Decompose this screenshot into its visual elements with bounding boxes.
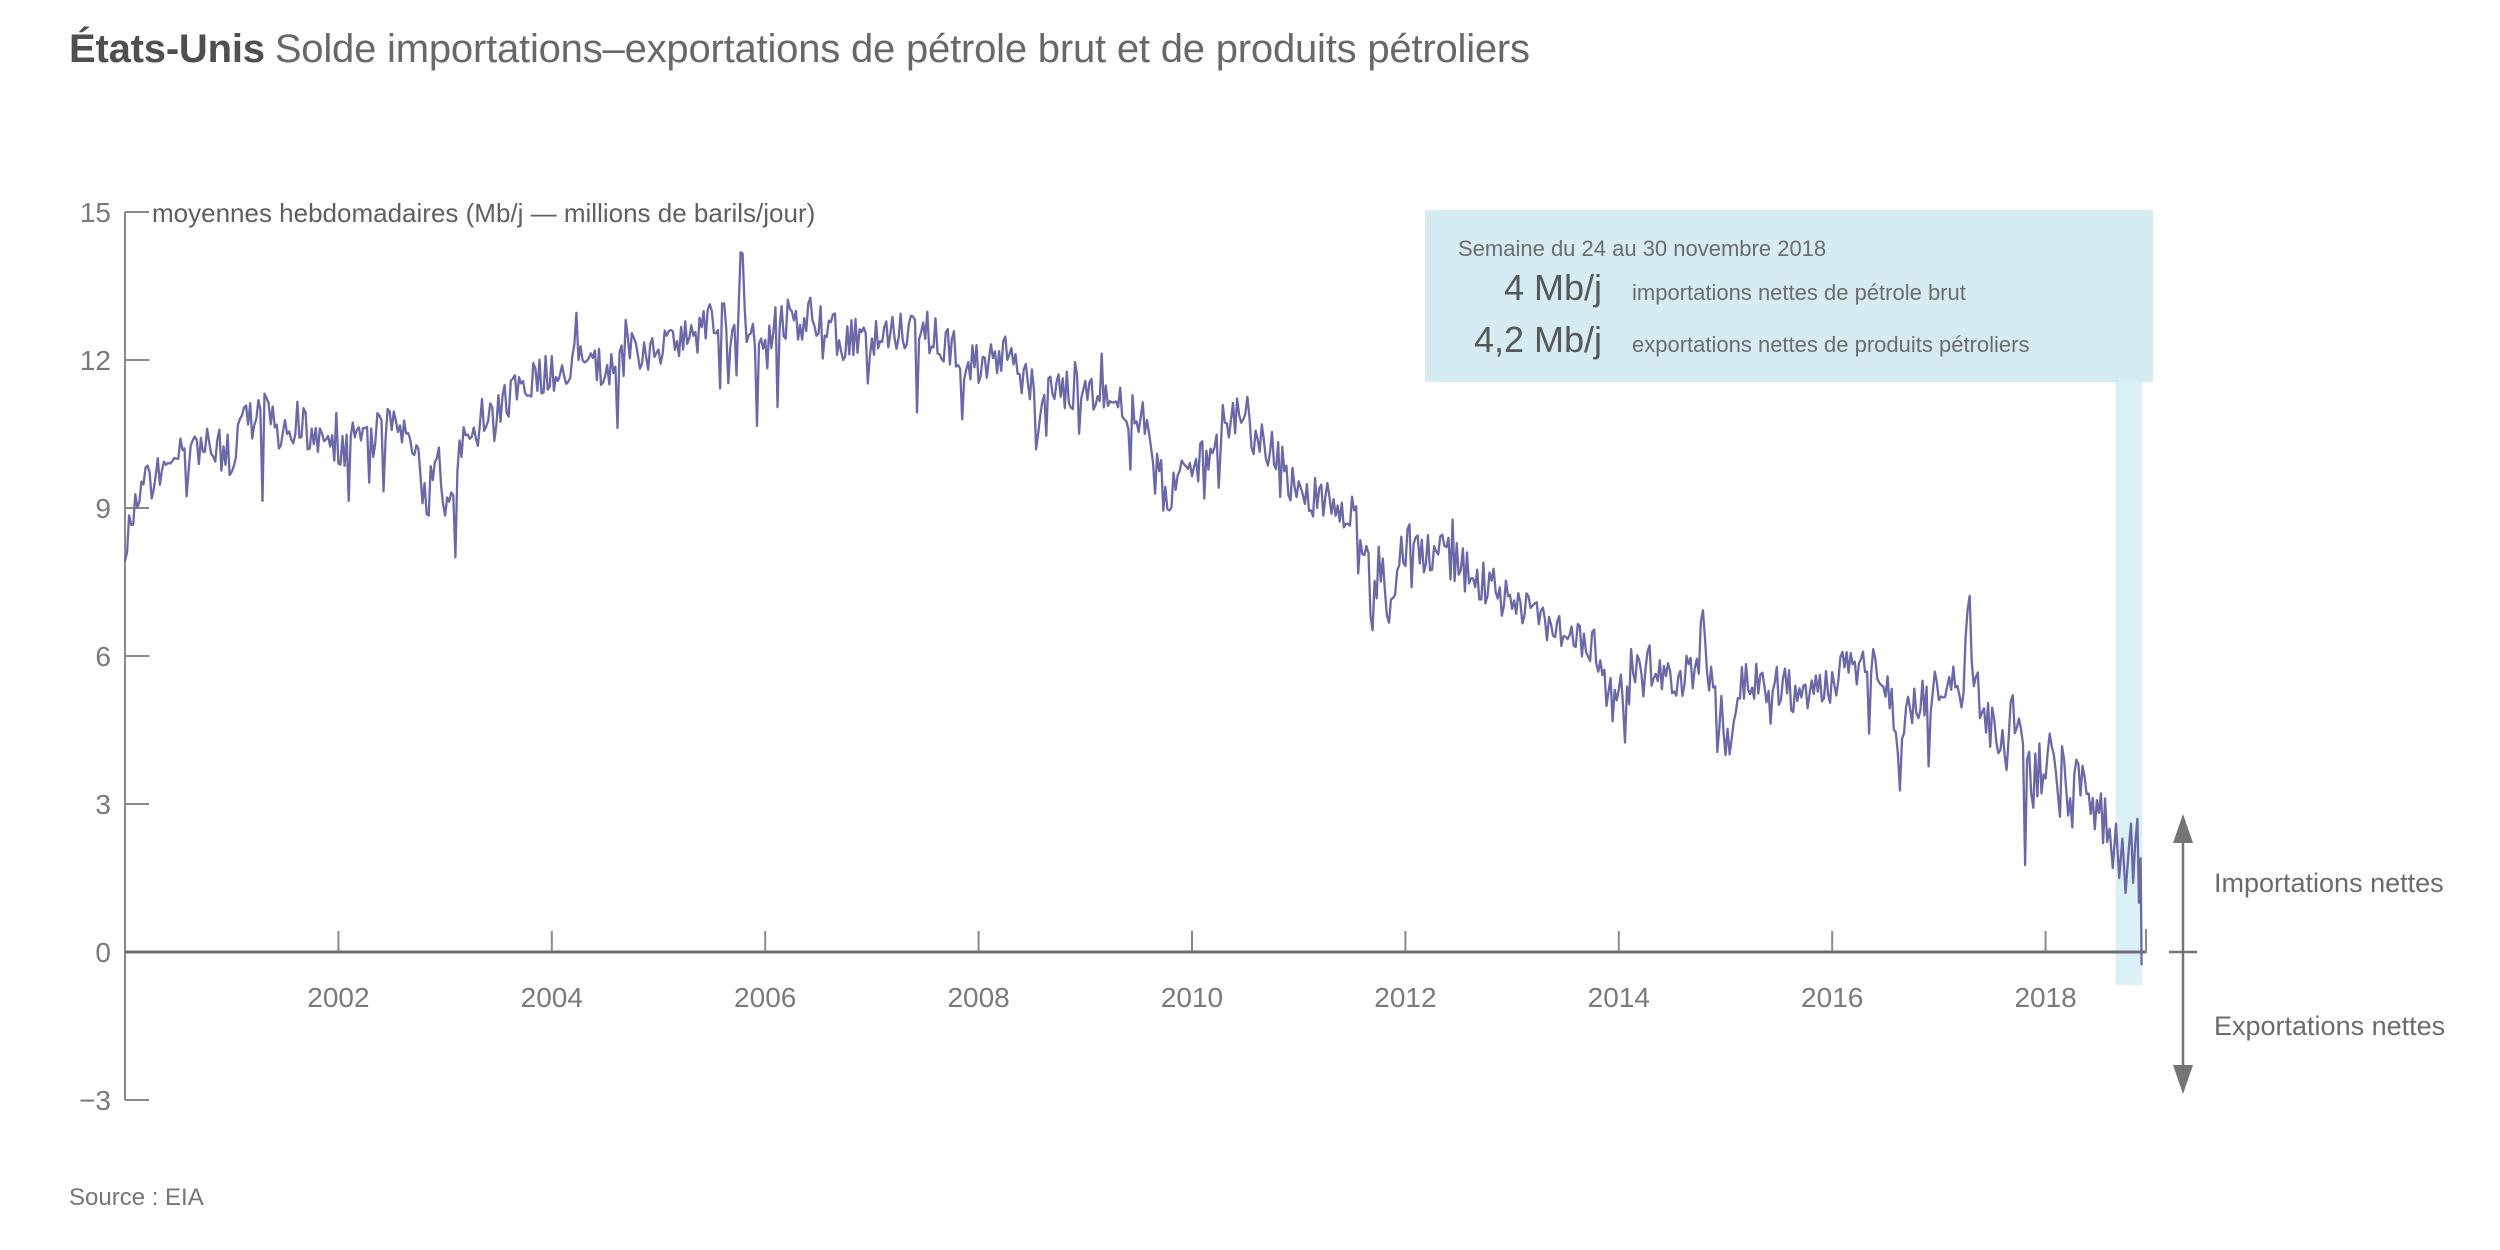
title-country: États-Unis: [69, 27, 265, 71]
y-tick-label: 3: [95, 789, 111, 820]
exports-direction-label: Exportations nettes: [2214, 1011, 2446, 1041]
y-tick-label: 9: [95, 493, 111, 524]
crude-net-imports-label: importations nettes de pétrole brut: [1632, 280, 1966, 305]
y-tick-label: 12: [80, 345, 111, 376]
x-tick-label: 2006: [734, 982, 796, 1013]
arrow-down-icon: [2173, 1065, 2193, 1094]
x-tick-label: 2002: [307, 982, 369, 1013]
axis-unit-note: moyennes hebdomadaires (Mb/j — millions …: [152, 198, 816, 228]
products-net-exports-label: exportations nettes de produits pétrolie…: [1632, 332, 2030, 357]
axes: [124, 211, 149, 1101]
data-line: [123, 251, 2143, 966]
x-tick-label: 2012: [1374, 982, 1436, 1013]
x-tick-label: 2010: [1161, 982, 1223, 1013]
page-title: États-Unis Solde importations–exportation…: [69, 22, 1530, 76]
x-tick-label: 2016: [1801, 982, 1863, 1013]
x-tick-label: 2018: [2014, 982, 2076, 1013]
y-tick-label: 15: [80, 197, 111, 228]
title-subject: Solde importations–exportations de pétro…: [274, 27, 1530, 71]
callout-row-products: 4,2 Mb/j exportations nettes de produits…: [1425, 319, 2030, 361]
crude-net-imports-value: 4 Mb/j: [1503, 267, 1602, 308]
imports-direction-label: Importations nettes: [2214, 868, 2444, 898]
x-tick-label: 2014: [1588, 982, 1650, 1013]
y-tick-label: 0: [95, 937, 111, 968]
source-note: Source : EIA: [69, 1184, 204, 1211]
week-callout: Semaine du 24 au 30 novembre 2018 4 Mb/j…: [1425, 210, 2153, 382]
arrow-up-icon: [2173, 814, 2193, 843]
x-tick-label: 2004: [521, 982, 583, 1013]
callout-heading: Semaine du 24 au 30 novembre 2018: [1458, 236, 1827, 261]
products-net-exports-value: 4,2 Mb/j: [1473, 319, 1602, 360]
direction-arrow: [2169, 814, 2197, 1094]
callout-row-crude: 4 Mb/j importations nettes de pétrole br…: [1425, 267, 1966, 309]
x-tick-label: 2008: [947, 982, 1009, 1013]
y-tick-label: −3: [79, 1085, 111, 1116]
y-tick-label: 6: [95, 641, 111, 672]
